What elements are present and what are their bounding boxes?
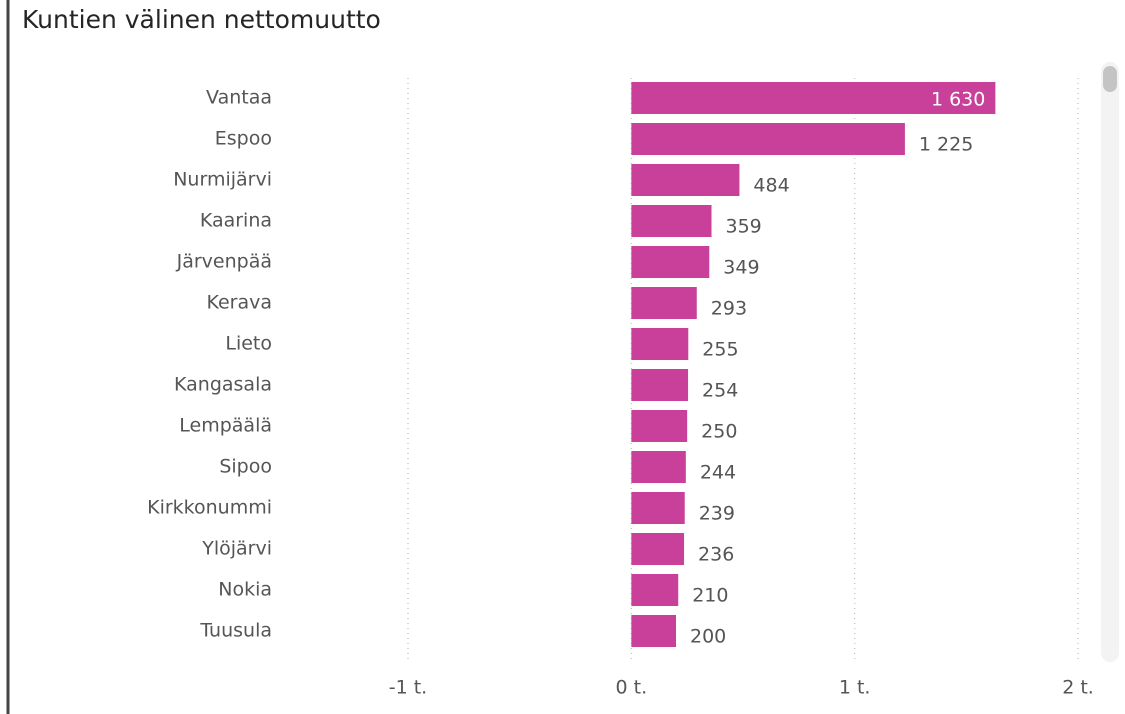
bar — [631, 164, 740, 196]
y-tick-label: Nurmijärvi — [173, 169, 272, 191]
bar — [631, 82, 996, 114]
value-label: 236 — [698, 544, 734, 566]
y-tick-label: Kangasala — [174, 374, 272, 396]
y-tick-label: Espoo — [215, 128, 272, 150]
y-tick-label: Kirkkonummi — [147, 497, 272, 519]
bar — [631, 287, 697, 319]
bar — [631, 533, 685, 565]
y-tick-label: Lempäälä — [179, 415, 272, 437]
value-label: 484 — [753, 175, 789, 197]
bar — [631, 492, 685, 524]
value-label: 210 — [692, 585, 728, 607]
bar — [631, 123, 905, 155]
x-tick-label: 1 t. — [839, 677, 871, 699]
bar — [631, 246, 710, 278]
y-tick-label: Lieto — [225, 333, 272, 355]
value-label: 1 630 — [931, 89, 985, 111]
y-tick-label: Sipoo — [219, 456, 272, 478]
bar — [631, 369, 689, 401]
x-tick-label: 0 t. — [616, 677, 648, 699]
y-tick-label: Vantaa — [206, 87, 272, 109]
bar — [631, 615, 676, 647]
y-tick-label: Kaarina — [200, 210, 272, 232]
bar — [631, 574, 679, 606]
bar — [631, 205, 712, 237]
value-label: 254 — [702, 380, 738, 402]
scrollbar-thumb[interactable] — [1103, 66, 1117, 92]
chart-title: Kuntien välinen nettomuutto — [22, 5, 381, 34]
bar — [631, 451, 686, 483]
value-label: 250 — [701, 421, 737, 443]
value-label: 244 — [700, 462, 736, 484]
value-label: 1 225 — [919, 134, 973, 156]
x-tick-label: -1 t. — [389, 677, 427, 699]
y-tick-label: Ylöjärvi — [201, 538, 272, 560]
value-label: 239 — [699, 503, 735, 525]
value-label: 255 — [702, 339, 738, 361]
y-tick-label: Nokia — [218, 579, 272, 601]
y-tick-label: Järvenpää — [176, 251, 272, 273]
value-label: 200 — [690, 626, 726, 648]
y-tick-label: Tuusula — [199, 620, 272, 642]
bar — [631, 328, 689, 360]
value-label: 349 — [723, 257, 759, 279]
y-tick-label: Kerava — [206, 292, 272, 314]
value-label: 359 — [726, 216, 762, 238]
scrollbar-track[interactable] — [1101, 62, 1119, 662]
value-label: 293 — [711, 298, 747, 320]
x-tick-label: 2 t. — [1062, 677, 1094, 699]
bar — [631, 410, 688, 442]
